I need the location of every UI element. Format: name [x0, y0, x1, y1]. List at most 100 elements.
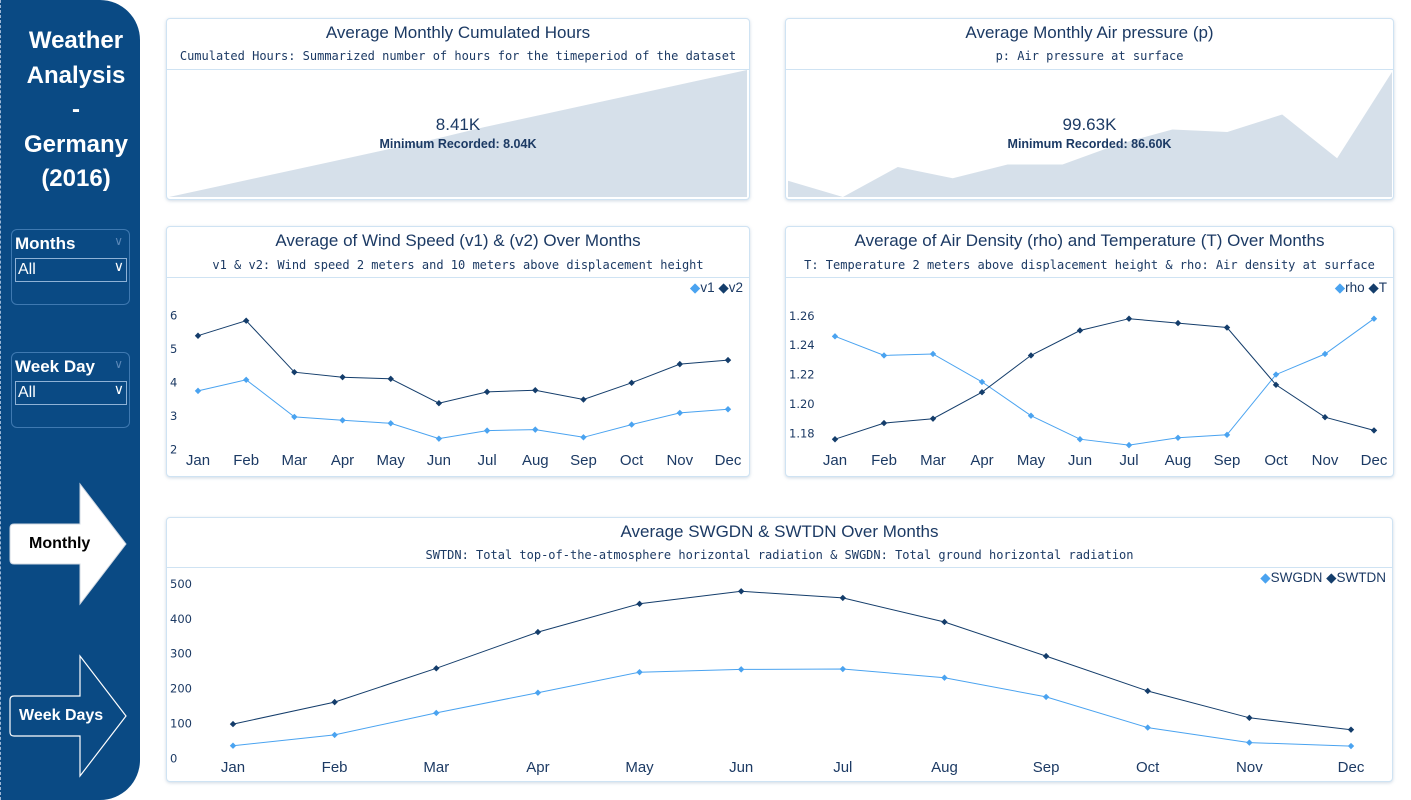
y-tick-label: 3: [170, 409, 177, 423]
card-subtitle: p: Air pressure at surface: [995, 49, 1184, 63]
density-temperature-line-chart: 1.18 1.20 1.22 1.24 1.26 Jan Feb Mar Apr May Jun Ju…: [789, 309, 1388, 469]
data-point-v2: [724, 356, 732, 364]
x-tick-label: Oct: [1136, 759, 1160, 776]
data-point-v1: [628, 421, 635, 428]
data-point-v2: [242, 317, 250, 324]
data-point-v1: [435, 435, 443, 442]
series-line-SWGDN: [232, 668, 1352, 747]
data-point-T: [1370, 427, 1378, 434]
x-tick-label: Apr: [331, 452, 354, 469]
y-tick-label: 4: [170, 376, 177, 390]
data-point-v2: [628, 379, 635, 387]
data-point-SWGDN: [1347, 742, 1355, 750]
x-tick-label: May: [625, 759, 654, 776]
card-title: Average Monthly Air pressure (p): [965, 23, 1214, 42]
data-point-T: [1272, 381, 1280, 389]
y-tick-label: 0: [170, 751, 177, 765]
data-point-SWTDN: [534, 628, 542, 636]
y-tick-label: 1.22: [789, 368, 815, 382]
monthly-nav-button[interactable]: Monthly: [8, 482, 128, 606]
weekday-dropdown[interactable]: All ∨: [15, 381, 127, 405]
data-point-v1: [580, 434, 587, 441]
x-tick-label: Oct: [1264, 452, 1288, 469]
series-line-T: [834, 318, 1375, 440]
data-point-T: [1321, 413, 1329, 421]
data-point-rho: [1272, 371, 1280, 378]
x-tick-label: Dec: [715, 452, 742, 469]
data-point-SWTDN: [331, 698, 338, 706]
legend-marker: ◆: [718, 280, 729, 295]
wind-speed-line-chart: 2 3 4 5 6 Jan Feb Mar Apr May Jun Jul Aug Sep Oct Nov De…: [170, 309, 742, 469]
kpi-minimum: Minimum Recorded: 8.04K: [379, 137, 537, 151]
data-point-v2: [194, 332, 202, 339]
y-tick-label: 2: [170, 442, 177, 456]
data-point-v1: [194, 387, 202, 395]
data-point-v2: [435, 400, 443, 407]
x-tick-label: Feb: [322, 759, 348, 776]
weekday-slicer-label: Week Day: [15, 357, 96, 376]
data-point-v2: [387, 375, 394, 383]
data-point-SWGDN: [331, 731, 338, 739]
months-dropdown[interactable]: All ∨: [15, 258, 127, 282]
data-point-rho: [1370, 315, 1378, 322]
data-point-rho: [1076, 436, 1084, 443]
data-point-T: [978, 389, 986, 396]
data-point-v2: [676, 360, 684, 368]
data-point-v1: [532, 426, 539, 433]
chevron-down-icon: ∨: [113, 259, 124, 275]
card-subtitle: v1 & v2: Wind speed 2 meters and 10 mete…: [212, 258, 704, 272]
data-point-rho: [831, 333, 839, 340]
kpi-card-air-pressure: Average Monthly Air pressure (p) p: Air …: [785, 18, 1394, 200]
series-line-rho: [834, 318, 1375, 446]
x-tick-label: Jan: [221, 759, 245, 776]
x-tick-label: Nov: [666, 452, 693, 469]
wind-speed-chart-card: Average of Wind Speed (v1) & (v2) Over M…: [166, 226, 750, 477]
card-divider: [786, 277, 1393, 278]
chevron-down-icon[interactable]: ∨: [114, 234, 123, 248]
kpi-value: 99.63K: [1062, 115, 1117, 134]
data-point-T: [1076, 327, 1084, 334]
y-tick-label: 200: [170, 682, 192, 696]
data-point-v2: [532, 386, 539, 394]
months-slicer: Months ∨ All ∨: [11, 229, 130, 305]
week-days-nav-button[interactable]: Week Days: [8, 654, 128, 778]
x-tick-label: Jan: [186, 452, 210, 469]
x-tick-label: Dec: [1338, 759, 1365, 776]
data-point-rho: [1174, 434, 1182, 441]
data-point-v1: [339, 417, 346, 424]
data-point-SWTDN: [433, 665, 440, 672]
y-tick-label: 100: [170, 716, 192, 730]
y-tick-label: 300: [170, 647, 192, 661]
data-point-SWGDN: [839, 665, 847, 673]
x-tick-label: Jun: [1068, 452, 1092, 469]
card-title: Average SWGDN & SWTDN Over Months: [620, 522, 939, 541]
x-tick-label: Sep: [1214, 452, 1241, 469]
x-tick-label: Jul: [1119, 452, 1138, 469]
data-point-v2: [580, 396, 587, 403]
data-point-SWTDN: [636, 600, 643, 608]
x-tick-label: Jun: [729, 759, 753, 776]
y-tick-label: 1.24: [789, 338, 815, 352]
area-fill: [169, 70, 747, 197]
legend-marker: ◆: [1326, 570, 1337, 585]
series-line-v1: [197, 379, 729, 440]
data-point-rho: [880, 352, 888, 359]
legend-label: rho: [1345, 280, 1365, 295]
report-title-line: -: [72, 96, 80, 123]
chevron-down-icon[interactable]: ∨: [114, 357, 123, 371]
data-point-rho: [1223, 431, 1231, 439]
x-tick-label: Apr: [526, 759, 549, 776]
x-tick-label: Aug: [522, 452, 549, 469]
monthly-nav-label: Monthly: [29, 535, 91, 552]
data-point-T: [1174, 319, 1182, 327]
x-tick-label: Mar: [281, 452, 307, 469]
series-line-v2: [197, 320, 729, 404]
arrow-right-icon: [9, 482, 127, 606]
data-point-SWGDN: [1042, 693, 1050, 701]
card-title: Average Monthly Cumulated Hours: [325, 23, 591, 42]
area-sparkline: [169, 70, 747, 197]
y-tick-label: 1.26: [789, 309, 815, 323]
report-title-line: (2016): [41, 165, 111, 192]
x-tick-label: Aug: [1165, 452, 1192, 469]
card-divider: [167, 69, 749, 70]
